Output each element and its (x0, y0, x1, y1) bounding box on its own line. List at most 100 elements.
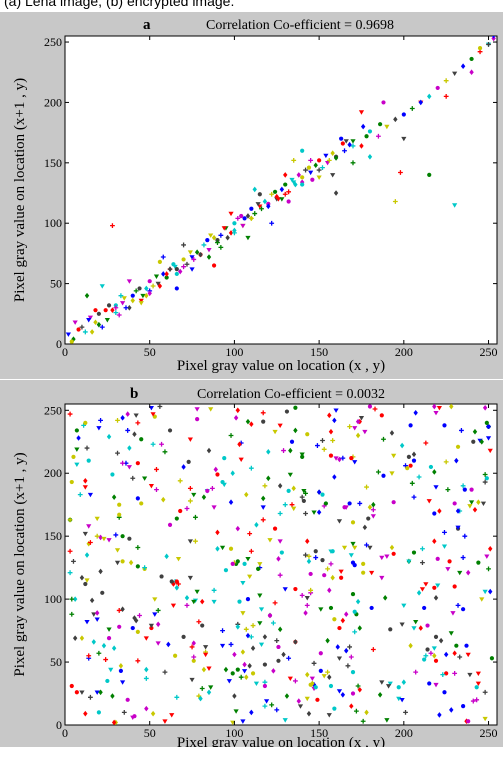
data-point (82, 485, 88, 490)
data-point (287, 472, 293, 478)
x-tick-label: 200 (395, 726, 413, 740)
data-point (488, 545, 493, 552)
data-point (261, 419, 266, 424)
data-point (72, 320, 78, 325)
data-point (93, 308, 98, 313)
data-point (457, 570, 463, 576)
data-point (174, 267, 179, 272)
data-point (111, 719, 117, 725)
data-point (67, 570, 73, 576)
data-point (223, 568, 229, 573)
data-point (132, 431, 137, 438)
data-point (200, 598, 205, 605)
x-tick-label: 50 (144, 726, 156, 740)
data-point (87, 315, 94, 321)
data-point (467, 504, 473, 509)
data-point (249, 206, 254, 211)
data-point (379, 575, 385, 581)
data-point (272, 189, 278, 194)
data-point (250, 623, 256, 628)
data-point (184, 603, 190, 608)
data-point (438, 637, 444, 644)
data-point (230, 470, 235, 477)
data-point (108, 667, 114, 673)
data-point (247, 574, 253, 580)
data-point (219, 545, 226, 551)
data-point (338, 569, 344, 575)
data-point (282, 718, 288, 723)
data-point (445, 487, 451, 492)
data-point (94, 617, 100, 622)
data-point (391, 453, 397, 459)
data-point (378, 122, 383, 127)
data-point (143, 676, 149, 681)
data-point (293, 586, 298, 592)
data-point (318, 607, 324, 612)
data-point (235, 215, 241, 221)
data-point (277, 423, 283, 428)
data-point (83, 420, 88, 425)
data-point (432, 469, 437, 475)
caption-fragment: (a) Lena image, (b) encrypted image. (0, 0, 503, 12)
data-point (428, 650, 434, 656)
data-point (420, 546, 425, 552)
data-point (348, 654, 354, 660)
data-point (191, 640, 196, 646)
data-point (333, 190, 339, 196)
data-point (150, 412, 156, 417)
data-point (266, 203, 271, 210)
x-tick-label: 150 (310, 726, 328, 740)
data-point (288, 447, 293, 454)
data-point (72, 635, 78, 641)
data-point (100, 590, 105, 595)
data-point (476, 499, 481, 505)
data-point (300, 148, 305, 153)
data-point (191, 654, 197, 660)
data-point (159, 441, 164, 447)
data-point (86, 524, 92, 529)
data-point (455, 525, 461, 530)
data-point (381, 436, 386, 442)
data-point (391, 551, 396, 556)
data-point (117, 624, 122, 629)
data-point (293, 678, 298, 684)
data-point (257, 192, 262, 197)
data-point (205, 238, 210, 243)
data-point (443, 459, 449, 465)
data-point (77, 492, 83, 498)
data-point (474, 697, 480, 703)
data-point (220, 628, 225, 633)
data-point (86, 318, 92, 323)
data-point (203, 652, 209, 658)
data-point (86, 653, 92, 659)
data-point (313, 549, 318, 554)
data-point (79, 690, 85, 695)
data-point (361, 561, 366, 566)
data-point (350, 670, 356, 675)
data-point (262, 662, 268, 667)
data-point (339, 575, 344, 580)
data-point (84, 578, 90, 583)
data-point (206, 689, 212, 696)
data-point (130, 293, 135, 298)
data-point (142, 476, 148, 481)
data-point (283, 172, 288, 178)
data-point (105, 678, 110, 684)
x-tick-label: 100 (225, 726, 243, 740)
data-point (316, 167, 322, 173)
data-point (433, 634, 439, 639)
data-point (193, 514, 198, 520)
data-point (162, 669, 168, 675)
data-point (126, 279, 132, 284)
data-point (367, 504, 373, 511)
data-point (376, 133, 381, 139)
data-point (189, 644, 195, 650)
data-point (449, 707, 454, 713)
data-point (72, 596, 78, 602)
data-point (218, 244, 224, 250)
data-point (189, 677, 195, 683)
data-point (195, 417, 200, 422)
data-point (287, 676, 293, 682)
correlation-annotation: Correlation Co-efficient = 0.9698 (206, 18, 394, 33)
data-point (436, 405, 442, 411)
